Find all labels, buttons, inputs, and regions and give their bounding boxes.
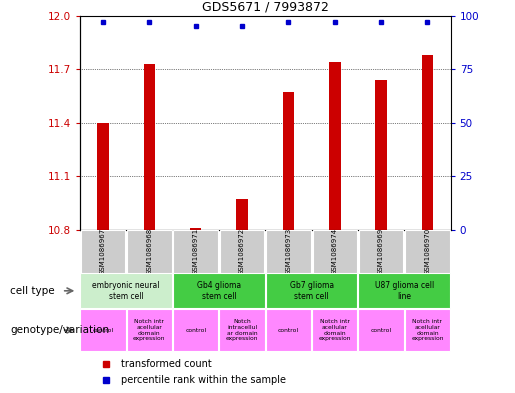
Bar (266, 230, 311, 273)
Bar (174, 230, 218, 273)
Text: control: control (370, 328, 392, 332)
Bar (127, 309, 172, 351)
Bar (190, 228, 201, 230)
Bar (375, 80, 387, 230)
Text: GSM1086969: GSM1086969 (378, 228, 384, 275)
Bar (173, 274, 265, 308)
Bar (359, 230, 403, 273)
Text: Gb7 glioma
stem cell: Gb7 glioma stem cell (289, 281, 334, 301)
Text: Gb4 glioma
stem cell: Gb4 glioma stem cell (197, 281, 241, 301)
Text: percentile rank within the sample: percentile rank within the sample (121, 375, 286, 385)
Bar (266, 274, 357, 308)
Text: GSM1086970: GSM1086970 (424, 228, 431, 275)
Text: transformed count: transformed count (121, 359, 211, 369)
Bar (127, 230, 171, 273)
Text: control: control (185, 328, 207, 332)
Bar (283, 92, 294, 230)
Text: genotype/variation: genotype/variation (10, 325, 109, 335)
Bar (313, 230, 357, 273)
Bar (80, 309, 126, 351)
Bar (422, 55, 433, 230)
Bar (266, 309, 311, 351)
Text: GSM1086972: GSM1086972 (239, 228, 245, 275)
Bar (312, 309, 357, 351)
Bar (173, 309, 218, 351)
Text: Notch intr
acellular
domain
expression: Notch intr acellular domain expression (411, 319, 444, 341)
Text: GSM1086967: GSM1086967 (100, 228, 106, 275)
Text: U87 glioma cell
line: U87 glioma cell line (374, 281, 434, 301)
Bar (329, 62, 340, 230)
Bar (81, 230, 125, 273)
Text: cell type: cell type (10, 286, 55, 296)
Bar (236, 199, 248, 230)
Title: GDS5671 / 7993872: GDS5671 / 7993872 (202, 0, 329, 13)
Bar (405, 230, 450, 273)
Bar (220, 230, 264, 273)
Bar (97, 123, 109, 230)
Text: GSM1086974: GSM1086974 (332, 228, 338, 275)
Text: control: control (92, 328, 114, 332)
Text: Notch intr
acellular
domain
expression: Notch intr acellular domain expression (318, 319, 351, 341)
Text: control: control (278, 328, 299, 332)
Text: Notch intr
acellular
domain
expression: Notch intr acellular domain expression (133, 319, 166, 341)
Text: GSM1086973: GSM1086973 (285, 228, 291, 275)
Bar (405, 309, 450, 351)
Bar (219, 309, 265, 351)
Text: GSM1086968: GSM1086968 (146, 228, 152, 275)
Bar (144, 64, 155, 230)
Bar (80, 274, 172, 308)
Text: GSM1086971: GSM1086971 (193, 228, 199, 275)
Bar (358, 274, 450, 308)
Bar (358, 309, 404, 351)
Text: embryonic neural
stem cell: embryonic neural stem cell (92, 281, 160, 301)
Text: Notch
intracellul
ar domain
expression: Notch intracellul ar domain expression (226, 319, 259, 341)
